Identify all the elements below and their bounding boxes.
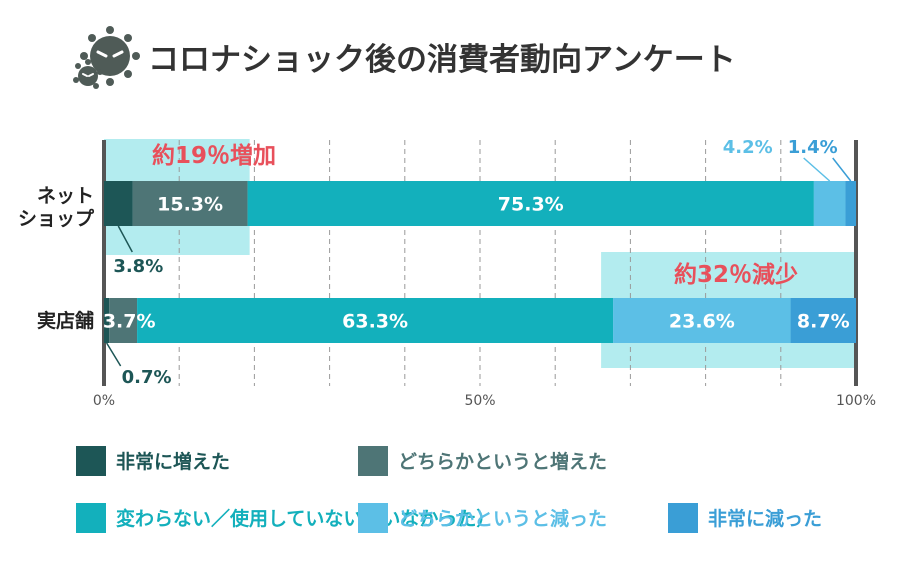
bar-segment bbox=[613, 298, 791, 343]
data-label: 15.3% bbox=[157, 194, 223, 216]
legend-swatch bbox=[358, 446, 388, 476]
data-label: 0.7% bbox=[122, 367, 172, 388]
category-label: 実店舗 bbox=[37, 309, 94, 332]
bar-segment bbox=[845, 181, 856, 226]
annotation-decrease: 約32％減少 bbox=[674, 261, 798, 288]
category-label: ネット bbox=[37, 185, 94, 207]
leader-line bbox=[117, 225, 133, 253]
x-tick-label: 100% bbox=[836, 393, 876, 409]
category-label: ショップ bbox=[18, 207, 95, 230]
data-label: 3.8% bbox=[113, 256, 163, 277]
bar-segment bbox=[104, 298, 110, 343]
data-label: 63.3% bbox=[342, 311, 408, 333]
legend-label: 非常に増えた bbox=[116, 450, 230, 473]
legend-swatch bbox=[76, 503, 106, 533]
bar-segment bbox=[132, 181, 248, 226]
bar-segment bbox=[247, 181, 814, 226]
x-tick-label: 0% bbox=[93, 393, 115, 409]
bar-segment bbox=[109, 298, 138, 343]
bar-segment bbox=[813, 181, 846, 226]
legend-swatch bbox=[76, 446, 106, 476]
legend-swatch bbox=[668, 503, 698, 533]
legend-label: 変わらない／使用していない（いなかった） bbox=[116, 507, 495, 530]
virus-icon bbox=[73, 26, 140, 89]
bar-segment bbox=[790, 298, 856, 343]
bar-segment bbox=[104, 181, 133, 226]
data-label: 3.7% bbox=[103, 311, 156, 333]
legend-label: どちらかというと減った bbox=[398, 507, 607, 530]
data-label: 8.7% bbox=[797, 311, 850, 333]
leader-line bbox=[803, 157, 831, 182]
data-label: 23.6% bbox=[669, 311, 735, 333]
annotation-increase: 約19％増加 bbox=[152, 142, 276, 169]
data-label: 1.4% bbox=[788, 137, 838, 158]
bar-segment bbox=[137, 298, 614, 343]
data-label: 75.3% bbox=[498, 194, 564, 216]
legend-swatch bbox=[358, 503, 388, 533]
leader-line bbox=[832, 157, 852, 182]
data-label: 4.2% bbox=[723, 137, 773, 158]
leader-line bbox=[105, 342, 122, 367]
legend-label: 非常に減った bbox=[708, 507, 822, 530]
x-tick-label: 50% bbox=[464, 393, 495, 409]
chart-title: コロナショック後の消費者動向アンケート bbox=[148, 42, 736, 78]
legend-label: どちらかというと増えた bbox=[398, 450, 607, 473]
